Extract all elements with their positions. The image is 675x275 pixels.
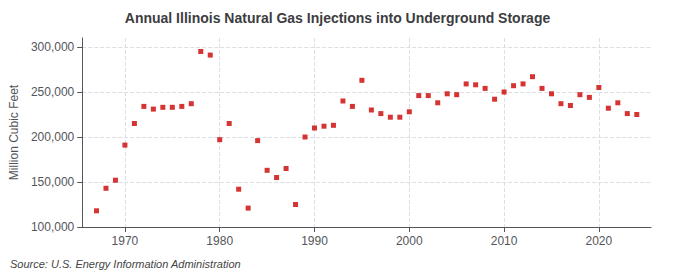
svg-text:1980: 1980 xyxy=(206,234,233,248)
svg-text:Source: U.S. Energy Informatio: Source: U.S. Energy Information Administ… xyxy=(10,258,241,270)
svg-text:2010: 2010 xyxy=(491,234,518,248)
svg-text:2020: 2020 xyxy=(586,234,613,248)
svg-text:1970: 1970 xyxy=(112,234,139,248)
svg-text:2000: 2000 xyxy=(396,234,423,248)
svg-text:300,000: 300,000 xyxy=(31,40,75,54)
svg-text:Million Cubic Feet: Million Cubic Feet xyxy=(7,84,21,180)
svg-text:Annual Illinois Natural Gas In: Annual Illinois Natural Gas Injections i… xyxy=(125,10,551,26)
svg-text:1990: 1990 xyxy=(301,234,328,248)
svg-text:200,000: 200,000 xyxy=(31,130,75,144)
svg-text:250,000: 250,000 xyxy=(31,85,75,99)
svg-text:150,000: 150,000 xyxy=(31,175,75,189)
svg-text:100,000: 100,000 xyxy=(31,220,75,234)
